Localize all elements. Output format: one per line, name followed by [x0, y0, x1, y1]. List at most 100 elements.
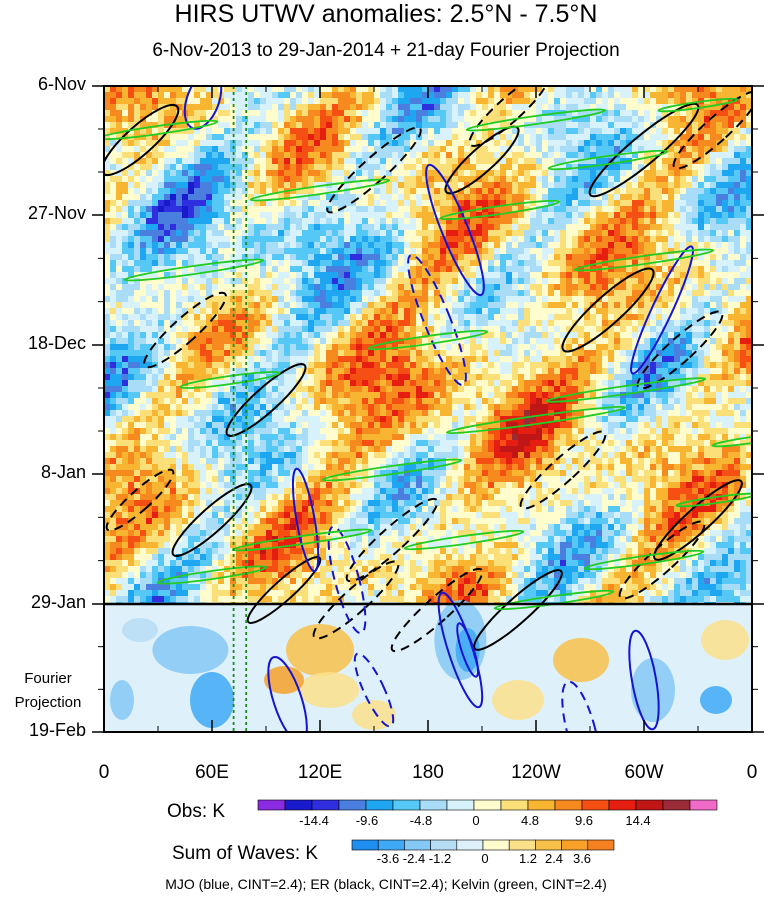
obs-cell: [272, 110, 278, 116]
obs-cell: [248, 308, 254, 314]
obs-cell: [116, 206, 122, 212]
obs-cell: [500, 182, 506, 188]
obs-cell: [458, 320, 464, 326]
obs-cell: [188, 230, 194, 236]
obs-cell: [428, 266, 434, 272]
obs-cell: [362, 134, 368, 140]
obs-cell: [560, 188, 566, 194]
obs-cell: [464, 104, 470, 110]
obs-cell: [392, 86, 398, 92]
obs-cell: [224, 98, 230, 104]
obs-cell: [512, 296, 518, 302]
obs-cell: [482, 308, 488, 314]
obs-cell: [398, 212, 404, 218]
obs-cell: [746, 272, 752, 278]
obs-cell: [296, 176, 302, 182]
obs-cell: [200, 284, 206, 290]
obs-cell: [668, 350, 674, 356]
obs-cell: [152, 146, 158, 152]
obs-cell: [302, 86, 308, 92]
obs-cell: [320, 98, 326, 104]
obs-cell: [242, 188, 248, 194]
obs-cell: [692, 176, 698, 182]
obs-cell: [134, 242, 140, 248]
obs-cell: [158, 254, 164, 260]
obs-cell: [206, 320, 212, 326]
obs-cell: [422, 128, 428, 134]
obs-cell: [410, 224, 416, 230]
obs-cell: [416, 122, 422, 128]
obs-cell: [548, 254, 554, 260]
obs-cell: [596, 152, 602, 158]
obs-cell: [224, 140, 230, 146]
obs-cell: [308, 164, 314, 170]
obs-cell: [266, 164, 272, 170]
obs-cell: [560, 206, 566, 212]
obs-cell: [362, 296, 368, 302]
obs-cell: [746, 212, 752, 218]
obs-cell: [284, 278, 290, 284]
obs-cell: [512, 272, 518, 278]
obs-cell: [590, 104, 596, 110]
obs-cell: [308, 194, 314, 200]
obs-cell: [662, 338, 668, 344]
obs-cell: [212, 230, 218, 236]
obs-cell: [122, 266, 128, 272]
obs-cell: [284, 350, 290, 356]
obs-cell: [218, 164, 224, 170]
obs-cell: [164, 152, 170, 158]
obs-cell: [146, 332, 152, 338]
obs-cell: [554, 176, 560, 182]
obs-cell: [356, 134, 362, 140]
obs-cell: [554, 302, 560, 308]
obs-cell: [578, 326, 584, 332]
obs-cell: [512, 218, 518, 224]
obs-cell: [668, 356, 674, 362]
obs-cell: [692, 86, 698, 92]
obs-cell: [104, 116, 110, 122]
obs-cell: [500, 224, 506, 230]
obs-cell: [386, 92, 392, 98]
obs-cell: [626, 104, 632, 110]
obs-cell: [542, 266, 548, 272]
obs-cell: [512, 158, 518, 164]
obs-cell: [416, 140, 422, 146]
obs-cell: [746, 92, 752, 98]
obs-cell: [560, 248, 566, 254]
obs-cell: [170, 158, 176, 164]
obs-cell: [332, 224, 338, 230]
obs-cell: [170, 362, 176, 368]
obs-cell: [284, 272, 290, 278]
obs-cell: [404, 320, 410, 326]
obs-cell: [452, 272, 458, 278]
obs-cell: [710, 272, 716, 278]
obs-cell: [146, 140, 152, 146]
obs-cell: [308, 146, 314, 152]
obs-cell: [104, 128, 110, 134]
obs-cell: [134, 224, 140, 230]
obs-cell: [536, 188, 542, 194]
obs-cell: [512, 110, 518, 116]
obs-cell: [746, 338, 752, 344]
obs-cell: [182, 242, 188, 248]
obs-cell: [422, 236, 428, 242]
obs-cell: [290, 356, 296, 362]
obs-cell: [218, 320, 224, 326]
obs-cell: [488, 284, 494, 290]
obs-cell: [374, 152, 380, 158]
obs-cell: [104, 218, 110, 224]
obs-cell: [152, 230, 158, 236]
obs-cell: [404, 218, 410, 224]
obs-cell: [734, 98, 740, 104]
obs-cell: [626, 86, 632, 92]
obs-cell: [536, 242, 542, 248]
obs-cell: [182, 236, 188, 242]
obs-cell: [506, 164, 512, 170]
obs-cell: [494, 182, 500, 188]
obs-cell: [722, 212, 728, 218]
obs-cell: [722, 92, 728, 98]
obs-cell: [224, 278, 230, 284]
obs-cell: [218, 200, 224, 206]
obs-cell: [158, 260, 164, 266]
obs-cell: [404, 248, 410, 254]
